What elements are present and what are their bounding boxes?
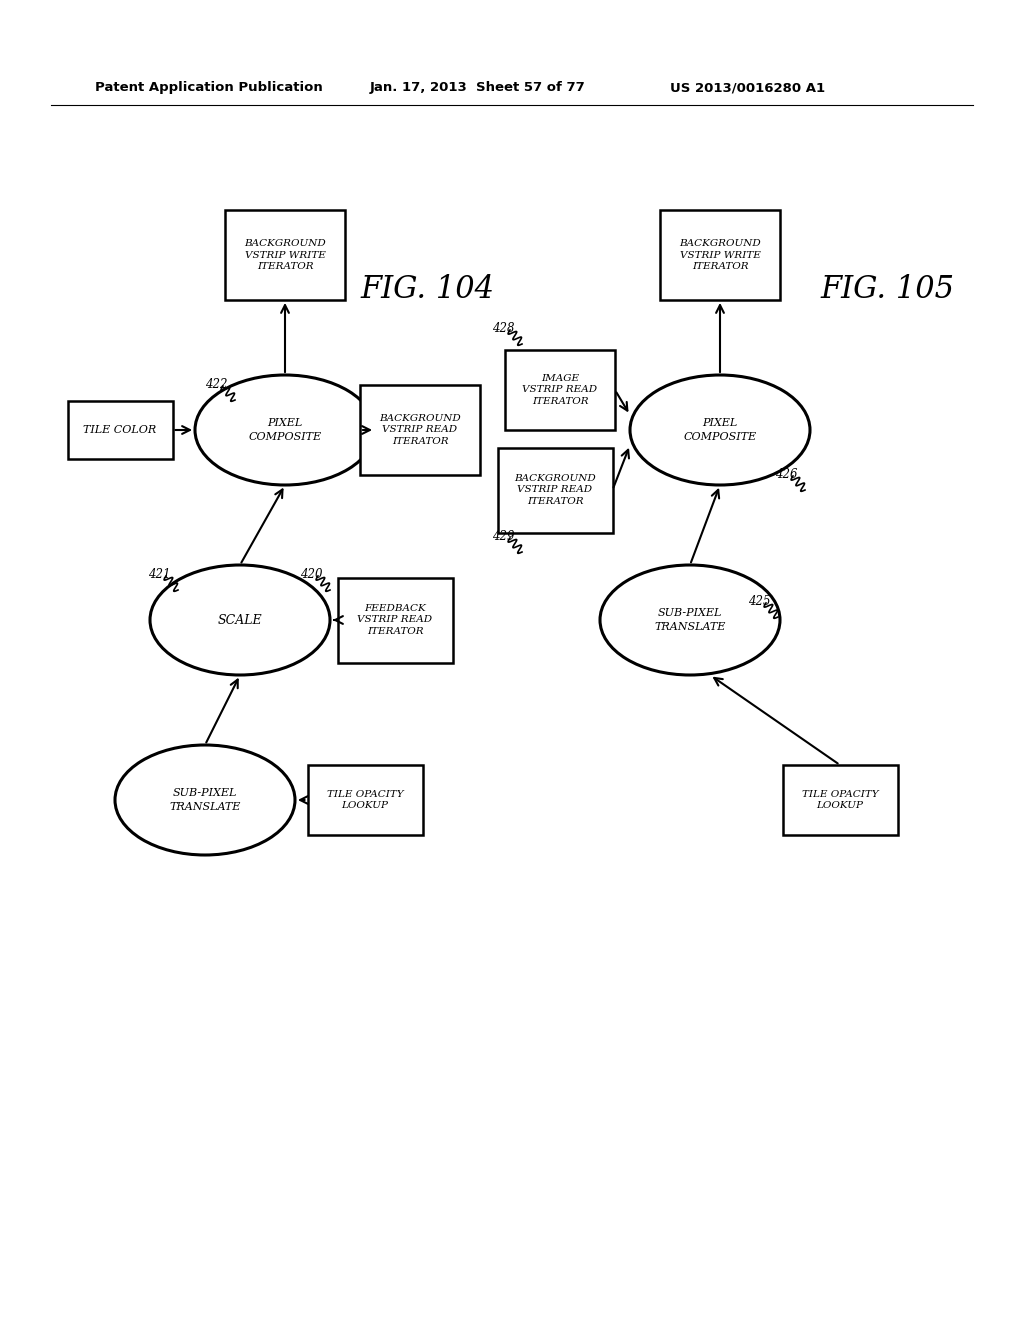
Text: SCALE: SCALE xyxy=(218,614,262,627)
Ellipse shape xyxy=(150,565,330,675)
Ellipse shape xyxy=(195,375,375,484)
Text: FIG. 105: FIG. 105 xyxy=(820,275,954,305)
Text: TILE OPACITY
LOOKUP: TILE OPACITY LOOKUP xyxy=(327,789,403,810)
Text: BACKGROUND
VSTRIP READ
ITERATOR: BACKGROUND VSTRIP READ ITERATOR xyxy=(514,474,596,506)
Text: 429: 429 xyxy=(492,531,514,543)
Text: 426: 426 xyxy=(775,469,798,480)
Text: PIXEL
COMPOSITE: PIXEL COMPOSITE xyxy=(249,418,322,442)
Ellipse shape xyxy=(630,375,810,484)
Text: US 2013/0016280 A1: US 2013/0016280 A1 xyxy=(670,82,825,95)
Text: 425: 425 xyxy=(748,595,770,609)
Text: TILE OPACITY
LOOKUP: TILE OPACITY LOOKUP xyxy=(802,789,879,810)
Bar xyxy=(782,766,897,836)
Bar xyxy=(505,350,615,430)
Text: SUB-PIXEL
TRANSLATE: SUB-PIXEL TRANSLATE xyxy=(654,609,726,631)
Text: IMAGE
VSTRIP READ
ITERATOR: IMAGE VSTRIP READ ITERATOR xyxy=(522,375,598,405)
Text: PIXEL
COMPOSITE: PIXEL COMPOSITE xyxy=(683,418,757,442)
Text: 428: 428 xyxy=(492,322,514,335)
Bar xyxy=(307,766,423,836)
Text: 421: 421 xyxy=(148,568,171,581)
Bar xyxy=(338,578,453,663)
Text: SUB-PIXEL
TRANSLATE: SUB-PIXEL TRANSLATE xyxy=(169,788,241,812)
Text: Patent Application Publication: Patent Application Publication xyxy=(95,82,323,95)
Bar xyxy=(360,385,480,475)
Text: BACKGROUND
VSTRIP WRITE
ITERATOR: BACKGROUND VSTRIP WRITE ITERATOR xyxy=(679,239,761,271)
Bar xyxy=(660,210,780,300)
Text: BACKGROUND
VSTRIP READ
ITERATOR: BACKGROUND VSTRIP READ ITERATOR xyxy=(379,414,461,446)
Text: 422: 422 xyxy=(205,378,227,391)
Text: BACKGROUND
VSTRIP WRITE
ITERATOR: BACKGROUND VSTRIP WRITE ITERATOR xyxy=(244,239,326,271)
Text: TILE COLOR: TILE COLOR xyxy=(83,425,157,436)
Text: FIG. 104: FIG. 104 xyxy=(360,275,494,305)
Bar xyxy=(68,401,172,459)
Text: 420: 420 xyxy=(300,568,323,581)
Text: FEEDBACK
VSTRIP READ
ITERATOR: FEEDBACK VSTRIP READ ITERATOR xyxy=(357,605,432,636)
Bar xyxy=(498,447,612,532)
Bar xyxy=(225,210,345,300)
Text: Jan. 17, 2013  Sheet 57 of 77: Jan. 17, 2013 Sheet 57 of 77 xyxy=(370,82,586,95)
Ellipse shape xyxy=(600,565,780,675)
Ellipse shape xyxy=(115,744,295,855)
